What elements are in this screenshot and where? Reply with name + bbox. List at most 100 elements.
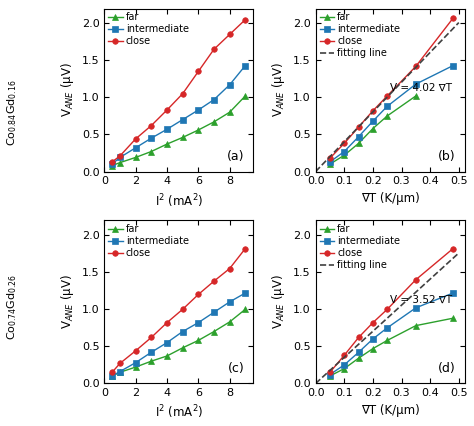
X-axis label: ∇T (K/μm): ∇T (K/μm) bbox=[361, 192, 419, 205]
intermediate bbox=[356, 134, 362, 139]
close bbox=[384, 307, 390, 312]
Y-axis label: V$_{ANE}$ (μV): V$_{ANE}$ (μV) bbox=[59, 274, 76, 329]
intermediate bbox=[180, 329, 185, 334]
Line: far: far bbox=[109, 307, 248, 379]
close bbox=[327, 370, 333, 375]
intermediate bbox=[109, 374, 115, 379]
far bbox=[356, 356, 362, 361]
intermediate bbox=[341, 363, 347, 368]
far bbox=[370, 126, 376, 131]
close bbox=[243, 17, 248, 22]
far bbox=[384, 113, 390, 118]
close bbox=[148, 123, 154, 128]
far bbox=[109, 374, 115, 379]
close bbox=[356, 124, 362, 130]
far bbox=[384, 338, 390, 343]
close bbox=[450, 16, 456, 21]
far bbox=[195, 127, 201, 132]
Text: (a): (a) bbox=[227, 150, 244, 163]
far bbox=[117, 370, 123, 375]
Text: V = 4.02 ∇T: V = 4.02 ∇T bbox=[390, 83, 452, 93]
intermediate bbox=[164, 127, 170, 132]
close bbox=[227, 32, 232, 37]
intermediate bbox=[384, 104, 390, 109]
close bbox=[195, 69, 201, 74]
intermediate bbox=[243, 63, 248, 68]
Y-axis label: V$_{ANE}$ (μV): V$_{ANE}$ (μV) bbox=[59, 63, 76, 118]
intermediate bbox=[117, 369, 123, 374]
far bbox=[227, 320, 232, 325]
close bbox=[164, 320, 170, 325]
close bbox=[370, 320, 376, 325]
Text: (b): (b) bbox=[438, 150, 456, 163]
intermediate bbox=[109, 161, 115, 167]
close bbox=[450, 246, 456, 251]
close bbox=[243, 246, 248, 251]
intermediate bbox=[370, 337, 376, 342]
close bbox=[180, 91, 185, 96]
close bbox=[117, 153, 123, 158]
intermediate bbox=[227, 299, 232, 305]
Text: Co$_{0.84}$Gd$_{0.16}$: Co$_{0.84}$Gd$_{0.16}$ bbox=[5, 80, 19, 146]
intermediate bbox=[117, 155, 123, 160]
close bbox=[356, 335, 362, 340]
Line: close: close bbox=[109, 17, 248, 165]
intermediate bbox=[211, 97, 217, 102]
far bbox=[370, 346, 376, 351]
Line: intermediate: intermediate bbox=[327, 63, 456, 165]
far bbox=[117, 160, 123, 165]
intermediate bbox=[180, 117, 185, 122]
far bbox=[148, 359, 154, 364]
far bbox=[180, 135, 185, 140]
far bbox=[211, 329, 217, 334]
far bbox=[109, 163, 115, 168]
Legend: far, intermediate, close, fitting line: far, intermediate, close, fitting line bbox=[318, 222, 402, 272]
X-axis label: ∇T (K/μm): ∇T (K/μm) bbox=[361, 404, 419, 417]
intermediate bbox=[413, 81, 419, 86]
intermediate bbox=[327, 159, 333, 164]
Line: close: close bbox=[109, 246, 248, 375]
Text: (c): (c) bbox=[228, 362, 244, 375]
close bbox=[164, 107, 170, 112]
close bbox=[227, 266, 232, 271]
intermediate bbox=[450, 63, 456, 68]
far bbox=[243, 93, 248, 98]
far bbox=[413, 93, 419, 98]
far bbox=[327, 374, 333, 379]
intermediate bbox=[370, 118, 376, 124]
close bbox=[180, 307, 185, 312]
Line: close: close bbox=[327, 246, 456, 375]
intermediate bbox=[133, 360, 138, 365]
far bbox=[133, 155, 138, 160]
Y-axis label: V$_{ANE}$ (μV): V$_{ANE}$ (μV) bbox=[271, 274, 288, 329]
far bbox=[227, 109, 232, 115]
far bbox=[450, 316, 456, 321]
far bbox=[195, 338, 201, 343]
Legend: far, intermediate, close: far, intermediate, close bbox=[106, 222, 191, 260]
far bbox=[148, 149, 154, 154]
intermediate bbox=[243, 291, 248, 296]
far bbox=[164, 141, 170, 147]
close bbox=[341, 141, 347, 146]
close bbox=[211, 279, 217, 284]
Text: (d): (d) bbox=[438, 362, 456, 375]
far bbox=[341, 366, 347, 371]
Text: Co$_{0.74}$Gd$_{0.26}$: Co$_{0.74}$Gd$_{0.26}$ bbox=[5, 274, 19, 340]
Line: intermediate: intermediate bbox=[109, 290, 248, 379]
intermediate bbox=[148, 135, 154, 141]
close bbox=[109, 159, 115, 164]
far bbox=[133, 365, 138, 370]
intermediate bbox=[133, 145, 138, 150]
Line: close: close bbox=[327, 15, 456, 161]
Legend: far, intermediate, close: far, intermediate, close bbox=[106, 11, 191, 48]
X-axis label: I$^2$ (mA$^2$): I$^2$ (mA$^2$) bbox=[155, 404, 203, 421]
intermediate bbox=[195, 320, 201, 325]
intermediate bbox=[227, 82, 232, 87]
Line: intermediate: intermediate bbox=[109, 63, 248, 167]
Y-axis label: V$_{ANE}$ (μV): V$_{ANE}$ (μV) bbox=[271, 63, 288, 118]
intermediate bbox=[450, 291, 456, 296]
intermediate bbox=[384, 325, 390, 331]
close bbox=[413, 64, 419, 69]
Line: far: far bbox=[327, 315, 456, 379]
close bbox=[133, 136, 138, 141]
